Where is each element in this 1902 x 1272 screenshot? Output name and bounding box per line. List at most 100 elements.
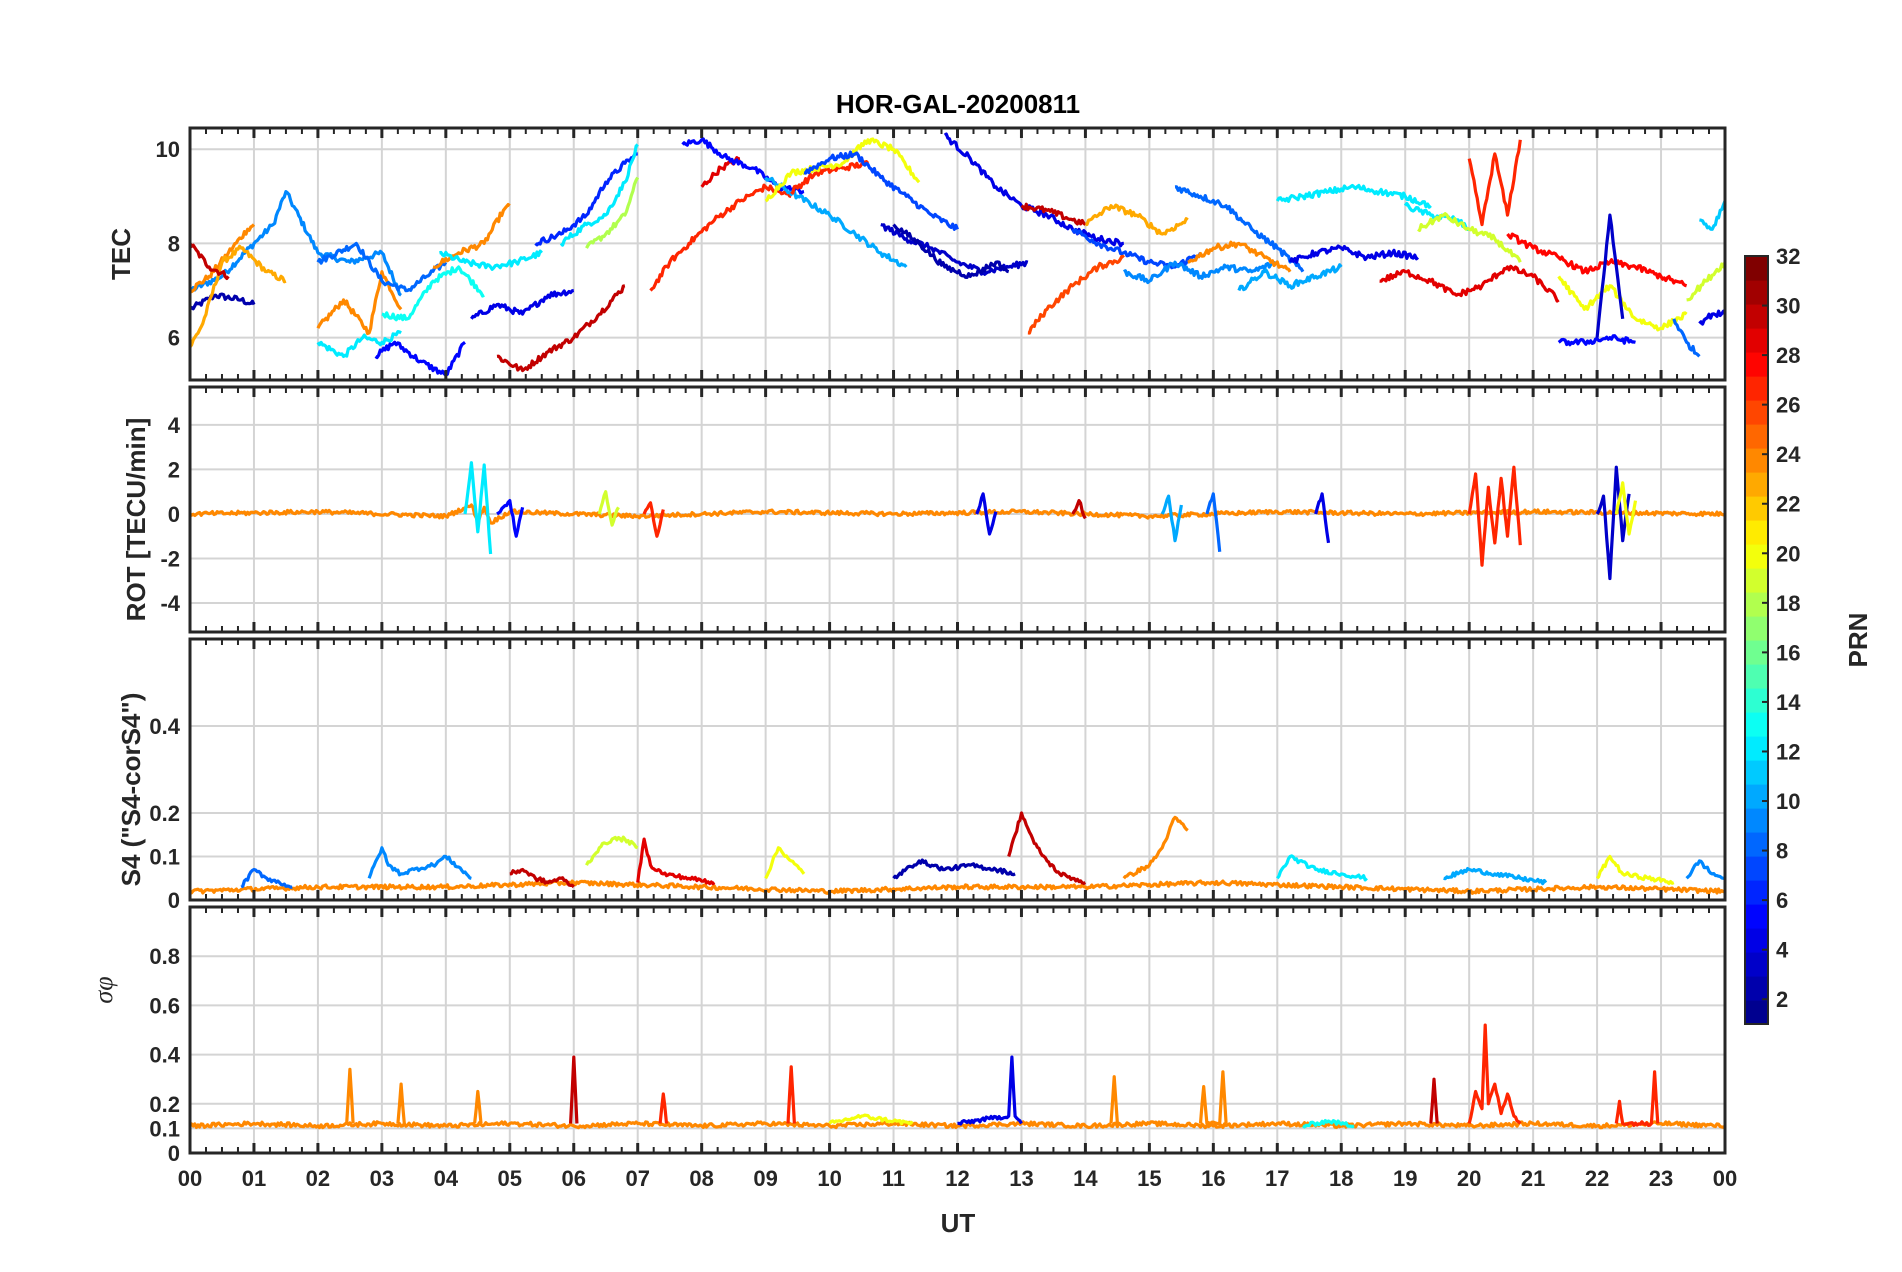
panel-tec: 6 8 10 TEC xyxy=(106,126,1727,382)
colorbar-band xyxy=(1745,952,1768,977)
series-line-prn-10 xyxy=(764,176,908,269)
colorbar-band xyxy=(1745,784,1768,809)
series-line-prn-8 xyxy=(1672,318,1701,358)
colorbar-band xyxy=(1745,520,1768,545)
y-axis-label-sigma: σφ xyxy=(89,976,118,1003)
series-line-prn-24 xyxy=(1122,815,1189,880)
colorbar-band xyxy=(1745,424,1768,449)
series-line-prn-13 xyxy=(381,265,485,322)
series-line-prn-27 xyxy=(1467,465,1522,567)
series-line-prn-11 xyxy=(1699,200,1725,231)
series-line-prn-20 xyxy=(1614,481,1638,536)
x-tick-label: 09 xyxy=(753,1166,777,1191)
series-line-prn-6 xyxy=(534,152,638,247)
series-line-prn-19 xyxy=(1686,261,1725,302)
series-line-prn-24 xyxy=(1198,1070,1228,1127)
series-line-prn-30 xyxy=(190,242,230,280)
colorbar-band xyxy=(1745,904,1768,929)
y-tick-label: 10 xyxy=(156,137,180,162)
series-line-prn-24 xyxy=(1187,240,1292,273)
series-line-prn-24 xyxy=(432,203,511,269)
x-tick-label: 22 xyxy=(1585,1166,1609,1191)
series-line-prn-30 xyxy=(496,284,626,373)
series-line-prn-24 xyxy=(190,223,256,294)
colorbar-band xyxy=(1745,712,1768,737)
x-tick-label: 06 xyxy=(562,1166,586,1191)
y-tick-label: 2 xyxy=(168,457,180,482)
colorbar-band xyxy=(1745,1000,1768,1025)
y-tick-label: 4 xyxy=(168,413,181,438)
colorbar-tick-label: 22 xyxy=(1776,492,1800,517)
y-tick-label: 0 xyxy=(168,888,180,913)
series-group-sigma xyxy=(190,1023,1725,1130)
series-line-prn-27 xyxy=(1614,1070,1660,1128)
series-line-prn-23 xyxy=(1085,203,1189,236)
series-line-prn-5 xyxy=(374,340,466,377)
x-tick-label: 13 xyxy=(1009,1166,1033,1191)
x-tick-label: 12 xyxy=(945,1166,969,1191)
series-line-prn-24 xyxy=(1109,1075,1119,1124)
x-tick-label: 11 xyxy=(882,1166,905,1191)
colorbar-tick-label: 30 xyxy=(1776,294,1800,319)
x-tick-label: 05 xyxy=(498,1166,522,1191)
series-line-prn-10 xyxy=(1160,494,1183,543)
series-line-prn-19 xyxy=(585,835,639,866)
series-line-prn-20 xyxy=(764,846,806,880)
series-line-prn-24 xyxy=(473,1089,483,1124)
colorbar-band xyxy=(1745,448,1768,473)
colorbar-band xyxy=(1745,304,1768,329)
series-line-prn-30 xyxy=(1429,1077,1439,1124)
y-tick-label: 0 xyxy=(168,1141,180,1166)
series-line-prn-8 xyxy=(240,867,293,889)
colorbar-band xyxy=(1745,856,1768,881)
series-line-prn-8 xyxy=(1174,185,1305,273)
colorbar-band xyxy=(1745,640,1768,665)
series-line-prn-29 xyxy=(636,837,716,886)
panel-sigma: 00.10.2 0.4 0.6 0.8 σφ 00 01 02 03 04 05 06 07 08 09 10… xyxy=(89,905,1737,1191)
series-line-prn-4 xyxy=(1314,492,1331,544)
colorbar-band xyxy=(1745,328,1768,353)
x-tick-label: 00 xyxy=(178,1166,202,1191)
colorbar-band xyxy=(1745,472,1768,497)
colorbar-tick-label: 12 xyxy=(1776,739,1800,764)
series-line-prn-28 xyxy=(1506,232,1688,288)
series-line-prn-27 xyxy=(786,1065,796,1124)
colorbar-tick-label: 10 xyxy=(1776,789,1800,814)
x-tick-label: 15 xyxy=(1137,1166,1161,1191)
series-line-prn-20 xyxy=(828,1113,914,1126)
colorbar-frame xyxy=(1744,255,1769,1025)
y-tick-label: 0.6 xyxy=(149,993,180,1018)
series-line-prn-8 xyxy=(1205,492,1222,552)
y-axis-label-tec: TEC xyxy=(106,228,136,280)
series-line-prn-2 xyxy=(892,223,1010,279)
series-line-prn-27 xyxy=(1467,1023,1522,1125)
colorbar-band xyxy=(1745,400,1768,425)
panel-rot: -4 -2 0 2 4 ROT [TECU/min] xyxy=(121,385,1727,634)
series-line-prn-12 xyxy=(316,330,402,358)
y-tick-label: 0 xyxy=(168,502,180,527)
series-line-prn-4 xyxy=(470,288,575,320)
series-line-prn-10 xyxy=(1443,866,1548,886)
colorbar-band xyxy=(1745,376,1768,401)
x-tick-label: 14 xyxy=(1073,1166,1098,1191)
colorbar-band xyxy=(1745,256,1768,281)
series-line-prn-30 xyxy=(1071,499,1087,520)
figure-title: HOR-GAL-20200811 xyxy=(836,89,1080,119)
series-line-prn-7 xyxy=(803,150,959,231)
colorbar-tick-label: 4 xyxy=(1776,938,1789,963)
series-line-prn-4 xyxy=(975,492,998,536)
x-tick-label: 16 xyxy=(1201,1166,1225,1191)
colorbar-tick-label: 14 xyxy=(1776,690,1801,715)
series-line-prn-18 xyxy=(585,176,640,249)
series-line-prn-4 xyxy=(957,1055,1023,1126)
colorbar-tick-label: 8 xyxy=(1776,839,1788,864)
y-tick-label: 0.2 xyxy=(149,1092,180,1117)
colorbar-band xyxy=(1745,616,1768,641)
series-line-prn-12 xyxy=(559,143,639,247)
series-line-prn-27 xyxy=(642,501,665,538)
x-tick-label: 17 xyxy=(1265,1166,1289,1191)
x-tick-label: 20 xyxy=(1457,1166,1481,1191)
colorbar-band xyxy=(1745,760,1768,785)
colorbar-band xyxy=(1745,688,1768,713)
